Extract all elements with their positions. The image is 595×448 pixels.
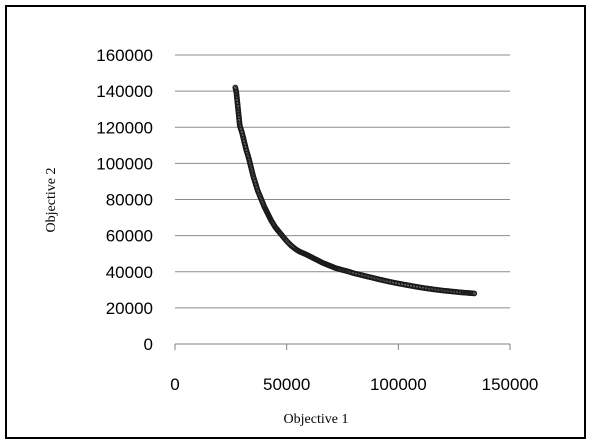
chart-frame bbox=[5, 5, 586, 439]
y-tick-label: 120000 bbox=[96, 118, 153, 137]
y-tick-labels: 0 20000 40000 60000 80000 100000 120000 140000 1… bbox=[96, 46, 153, 354]
y-tick-label: 40000 bbox=[106, 263, 153, 282]
y-tick-label: 80000 bbox=[106, 191, 153, 210]
x-tick-marks bbox=[174, 344, 511, 350]
y-tick-label: 60000 bbox=[106, 227, 153, 246]
x-axis-title: Objective 1 bbox=[284, 412, 349, 427]
y-tick-label: 100000 bbox=[96, 154, 153, 173]
data-points bbox=[232, 84, 478, 297]
y-tick-label: 160000 bbox=[96, 46, 153, 65]
x-tick-label: 0 bbox=[170, 375, 179, 394]
y-tick-label: 140000 bbox=[96, 82, 153, 101]
x-tick-label: 150000 bbox=[482, 375, 539, 394]
data-point bbox=[471, 290, 478, 297]
y-tick-label: 0 bbox=[144, 335, 153, 354]
y-tick-label: 20000 bbox=[106, 299, 153, 318]
x-tick-label: 100000 bbox=[370, 375, 427, 394]
y-axis-title: Objective 2 bbox=[44, 168, 59, 233]
gridlines bbox=[175, 54, 510, 309]
x-tick-label: 50000 bbox=[263, 375, 310, 394]
x-tick-labels: 0 50000 100000 150000 bbox=[170, 375, 538, 394]
